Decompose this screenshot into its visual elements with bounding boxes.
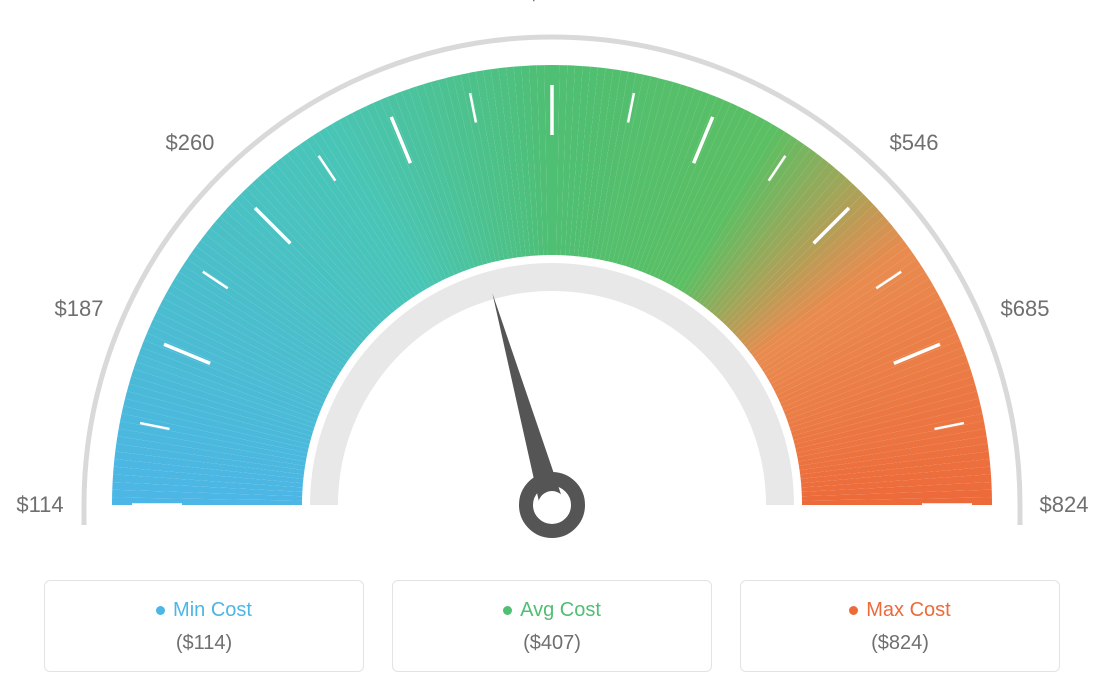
card-title-row: Min Cost: [156, 599, 252, 622]
gauge-svg: [0, 0, 1104, 560]
min-cost-card: Min Cost ($114): [44, 580, 364, 672]
card-title-row: Avg Cost: [503, 599, 601, 622]
gauge-scale-label: $407: [528, 0, 577, 6]
avg-cost-card: Avg Cost ($407): [392, 580, 712, 672]
cost-gauge: $114 $187 $260 $407 $546 $685 $824: [0, 0, 1104, 560]
max-cost-value: ($824): [871, 632, 929, 655]
max-cost-card: Max Cost ($824): [740, 580, 1060, 672]
gauge-scale-label: $546: [890, 130, 939, 156]
dot-icon: [156, 606, 165, 615]
cost-summary-cards: Min Cost ($114) Avg Cost ($407) Max Cost…: [44, 580, 1060, 672]
avg-cost-value: ($407): [523, 632, 581, 655]
min-cost-label: Min Cost: [173, 599, 252, 622]
gauge-scale-label: $187: [54, 296, 103, 322]
gauge-scale-label: $685: [1001, 296, 1050, 322]
avg-cost-label: Avg Cost: [520, 599, 601, 622]
dot-icon: [503, 606, 512, 615]
card-title-row: Max Cost: [849, 599, 950, 622]
dot-icon: [849, 606, 858, 615]
gauge-scale-label: $260: [165, 130, 214, 156]
gauge-scale-label: $114: [16, 492, 63, 518]
min-cost-value: ($114): [176, 632, 232, 655]
max-cost-label: Max Cost: [866, 599, 950, 622]
gauge-scale-label: $824: [1040, 492, 1089, 518]
